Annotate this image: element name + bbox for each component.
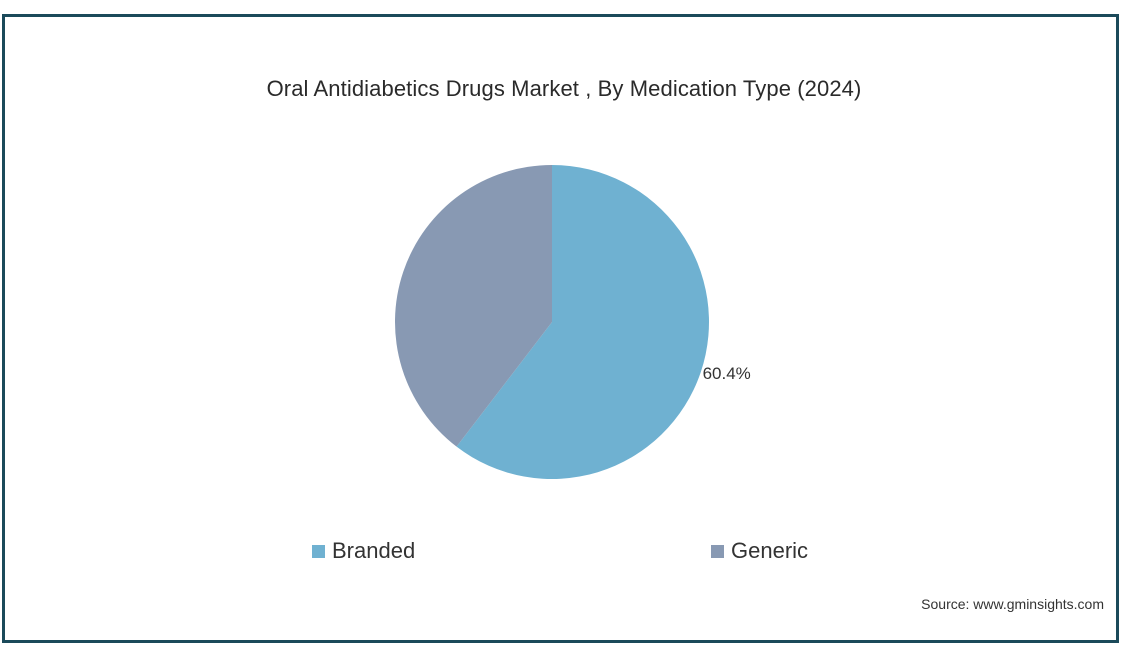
legend-item-branded: Branded (312, 538, 415, 564)
pie-slice-generic (395, 165, 552, 447)
pie-slice-branded (456, 165, 709, 479)
legend-label-generic: Generic (731, 538, 809, 563)
legend-item-generic: Generic (711, 538, 808, 564)
legend-label-branded: Branded (332, 538, 416, 563)
chart-title: Oral Antidiabetics Drugs Market , By Med… (266, 76, 862, 101)
legend-swatch-branded (312, 544, 325, 558)
data-label-branded: 60.4% (703, 364, 751, 383)
source-credit: Source: www.gminsights.com (921, 596, 1104, 612)
legend-swatch-generic (711, 544, 724, 558)
